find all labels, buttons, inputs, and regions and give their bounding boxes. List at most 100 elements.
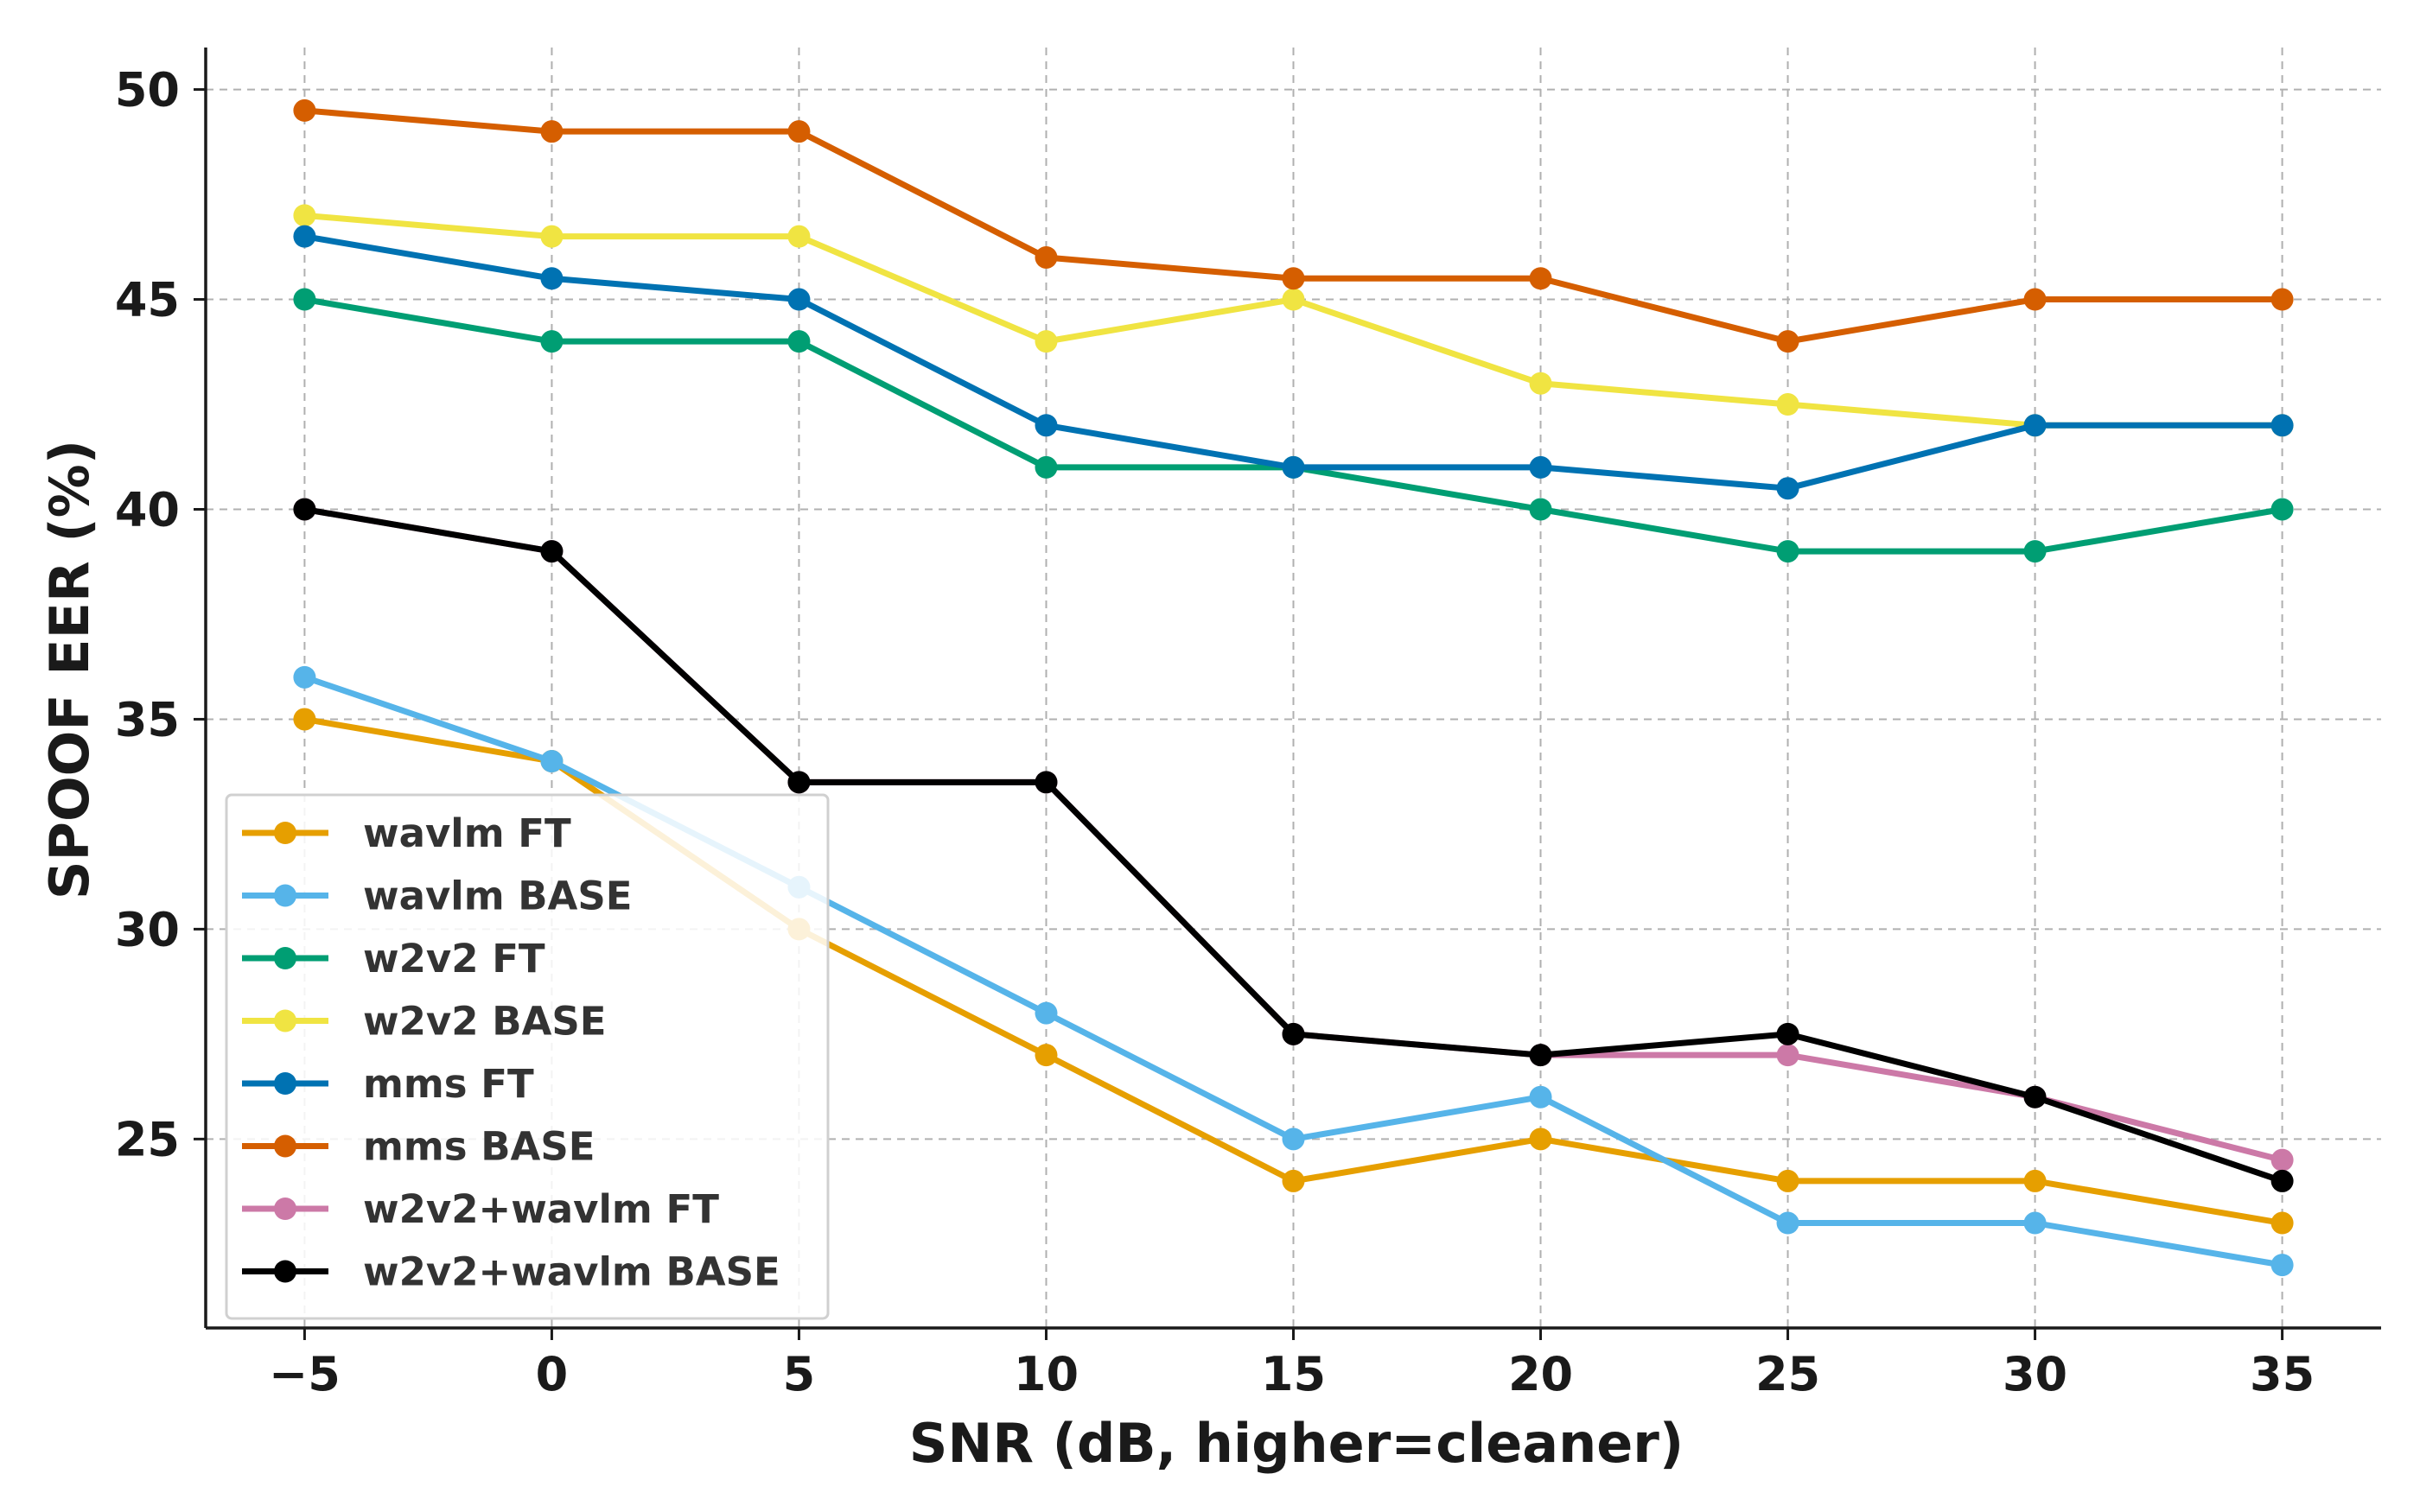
data-point-4-3 [1035,414,1058,437]
data-point-1-7 [2023,1211,2047,1235]
data-point-4-1 [540,267,564,290]
data-point-3-5 [1529,372,1552,395]
series-mms-ft [293,225,2294,500]
data-point-7-0 [293,498,316,521]
legend-label-3: w2v2 BASE [363,999,606,1045]
data-point-5-5 [1529,267,1552,290]
data-point-2-5 [1529,498,1552,521]
data-point-2-2 [787,330,811,353]
data-point-0-7 [2023,1169,2047,1192]
data-point-3-0 [293,204,316,227]
data-point-2-6 [1776,540,1799,563]
data-point-4-8 [2270,414,2294,437]
data-point-3-4 [1282,288,1305,311]
legend-marker-3 [274,1009,296,1032]
x-tick-label-1: 0 [536,1347,569,1401]
tick-labels: −5 0 5 10 15 20 25 30 35 25 30 35 40 45 50 [115,63,2315,1401]
legend-label-1: wavlm BASE [363,874,633,919]
data-point-5-3 [1035,245,1058,269]
data-point-4-6 [1776,477,1799,500]
legend-marker-0 [274,822,296,844]
data-point-0-4 [1282,1169,1305,1192]
data-point-1-0 [293,665,316,689]
data-point-7-4 [1282,1022,1305,1045]
legend-label-4: mms FT [363,1061,534,1107]
data-point-5-6 [1776,330,1799,353]
y-tick-label-1: 30 [115,902,180,956]
data-point-5-8 [2270,288,2294,311]
legend-marker-7 [274,1260,296,1283]
data-point-5-4 [1282,267,1305,290]
data-point-4-0 [293,225,316,248]
x-tick-label-2: 5 [783,1347,816,1401]
data-point-6-6 [1776,1044,1799,1067]
x-tick-label-5: 20 [1508,1347,1573,1401]
legend-marker-2 [274,947,296,969]
x-axis-label: SNR (dB, higher=cleaner) [909,1412,1684,1475]
data-point-5-1 [540,120,564,143]
x-tick-label-3: 10 [1014,1347,1079,1401]
data-point-1-3 [1035,1001,1058,1025]
data-point-0-5 [1529,1128,1552,1151]
data-point-2-1 [540,330,564,353]
data-point-0-6 [1776,1169,1799,1192]
data-point-1-4 [1282,1128,1305,1151]
data-point-1-5 [1529,1085,1552,1109]
x-tick-label-6: 25 [1755,1347,1820,1401]
data-point-7-6 [1776,1022,1799,1045]
data-point-6-8 [2270,1148,2294,1172]
legend-marker-5 [274,1134,296,1158]
data-point-0-0 [293,708,316,731]
legend: wavlm FT wavlm BASE w2v2 FT w2v2 BASE mms FT… [225,793,830,1320]
data-point-3-6 [1776,393,1799,416]
data-point-1-1 [540,750,564,773]
data-point-0-8 [2270,1211,2294,1235]
legend-label-7: w2v2+wavlm BASE [363,1249,780,1295]
y-tick-label-2: 35 [115,692,180,746]
data-point-1-6 [1776,1211,1799,1235]
legend-label-5: mms BASE [363,1124,595,1170]
data-point-2-0 [293,288,316,311]
legend-label-6: w2v2+wavlm FT [363,1186,719,1232]
data-point-4-7 [2023,414,2047,437]
series-mms-base [293,98,2294,353]
y-tick-label-5: 50 [115,63,180,118]
legend-marker-6 [274,1198,296,1220]
series-w2v2-wavlm-base [293,498,2294,1192]
data-point-3-3 [1035,330,1058,353]
y-tick-label-3: 40 [115,482,180,537]
series-w2v2-base [293,204,2294,437]
y-tick-label-4: 45 [115,273,180,327]
y-tick-label-0: 25 [115,1112,180,1166]
data-point-7-2 [787,771,811,794]
data-point-2-7 [2023,540,2047,563]
data-point-5-2 [787,120,811,143]
data-point-5-0 [293,98,316,122]
data-point-7-7 [2023,1085,2047,1109]
legend-label-2: w2v2 FT [363,936,545,982]
y-axis-label: SPOOF EER (%) [38,440,101,899]
data-point-7-8 [2270,1169,2294,1192]
axes [194,48,2381,1340]
legend-marker-1 [274,884,296,907]
data-point-2-3 [1035,455,1058,479]
data-point-4-2 [787,288,811,311]
data-point-3-1 [540,225,564,248]
data-point-2-8 [2270,498,2294,521]
legend-marker-4 [274,1072,296,1095]
x-tick-label-8: 35 [2250,1347,2315,1401]
legend-box [225,793,830,1320]
x-tick-label-7: 30 [2003,1347,2067,1401]
data-point-7-5 [1529,1044,1552,1067]
data-point-3-2 [787,225,811,248]
data-point-5-7 [2023,288,2047,311]
data-point-4-5 [1529,455,1552,479]
legend-label-0: wavlm FT [363,810,571,856]
data-point-0-3 [1035,1044,1058,1067]
x-tick-label-0: −5 [269,1347,341,1401]
x-tick-label-4: 15 [1261,1347,1326,1401]
data-point-7-3 [1035,771,1058,794]
data-point-4-4 [1282,455,1305,479]
